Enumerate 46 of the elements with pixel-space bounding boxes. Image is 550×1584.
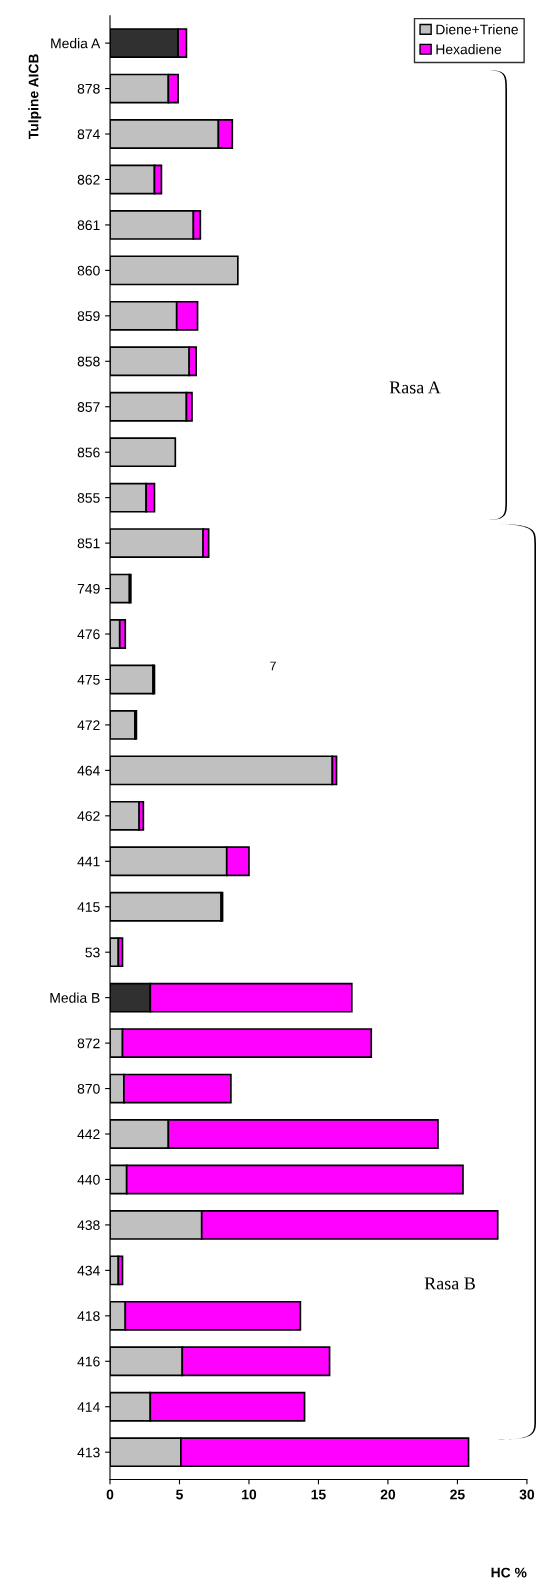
x-tick-label: 5 <box>176 1489 183 1500</box>
x-axis-title: HC % <box>491 1567 527 1578</box>
annotation: 7 <box>270 661 276 671</box>
y-tick-label: 438 <box>77 1220 100 1231</box>
y-tick-label: 870 <box>77 1083 100 1094</box>
y-tick-label: 415 <box>77 902 100 912</box>
y-tick-label: 862 <box>77 174 100 185</box>
x-tick-label: 30 <box>519 1489 535 1500</box>
y-tick-label: 851 <box>77 538 100 549</box>
annotation: Rasa A <box>389 381 441 394</box>
y-axis-title: Tulpine AICB <box>28 54 42 139</box>
y-tick-label: 857 <box>77 402 100 412</box>
y-tick-label: 860 <box>77 265 100 276</box>
y-tick-label: 462 <box>77 811 100 821</box>
x-tick-label: 20 <box>380 1489 396 1500</box>
y-tick-label: 416 <box>77 1356 100 1367</box>
y-tick-label: 434 <box>77 1265 100 1276</box>
y-tick-label: 414 <box>77 1402 100 1412</box>
y-tick-label: 858 <box>77 356 100 367</box>
y-tick-label: 749 <box>77 583 100 594</box>
y-tick-label: 874 <box>77 129 100 140</box>
y-tick-label: 859 <box>77 311 100 322</box>
x-tick-label: 10 <box>242 1489 257 1500</box>
y-tick-label: 464 <box>77 765 100 776</box>
x-tick-label: 25 <box>450 1489 465 1500</box>
annotation: Rasa B <box>424 1277 475 1290</box>
y-tick-label: Media B <box>50 992 100 1003</box>
y-tick-label: 878 <box>77 83 100 94</box>
x-tick-label: 15 <box>311 1489 326 1500</box>
y-tick-label: 472 <box>77 720 100 730</box>
legend-label: Hexadiene <box>436 44 502 55</box>
y-tick-label: 856 <box>77 447 100 458</box>
y-tick-label: 442 <box>77 1129 100 1140</box>
y-tick-label: 440 <box>77 1174 100 1185</box>
x-tick-label: 0 <box>106 1489 114 1500</box>
y-tick-label: 855 <box>77 492 100 503</box>
y-tick-label: 872 <box>77 1038 100 1049</box>
y-tick-label: 441 <box>77 856 100 867</box>
y-tick-label: 476 <box>77 629 100 640</box>
y-tick-label: 418 <box>77 1311 100 1321</box>
y-tick-label: 413 <box>77 1447 100 1458</box>
y-tick-label: Media A <box>51 38 101 49</box>
y-tick-label: 53 <box>85 947 100 958</box>
legend-label: Diene+Triene <box>436 24 518 35</box>
y-tick-label: 861 <box>77 220 100 231</box>
y-tick-label: 475 <box>77 674 100 685</box>
